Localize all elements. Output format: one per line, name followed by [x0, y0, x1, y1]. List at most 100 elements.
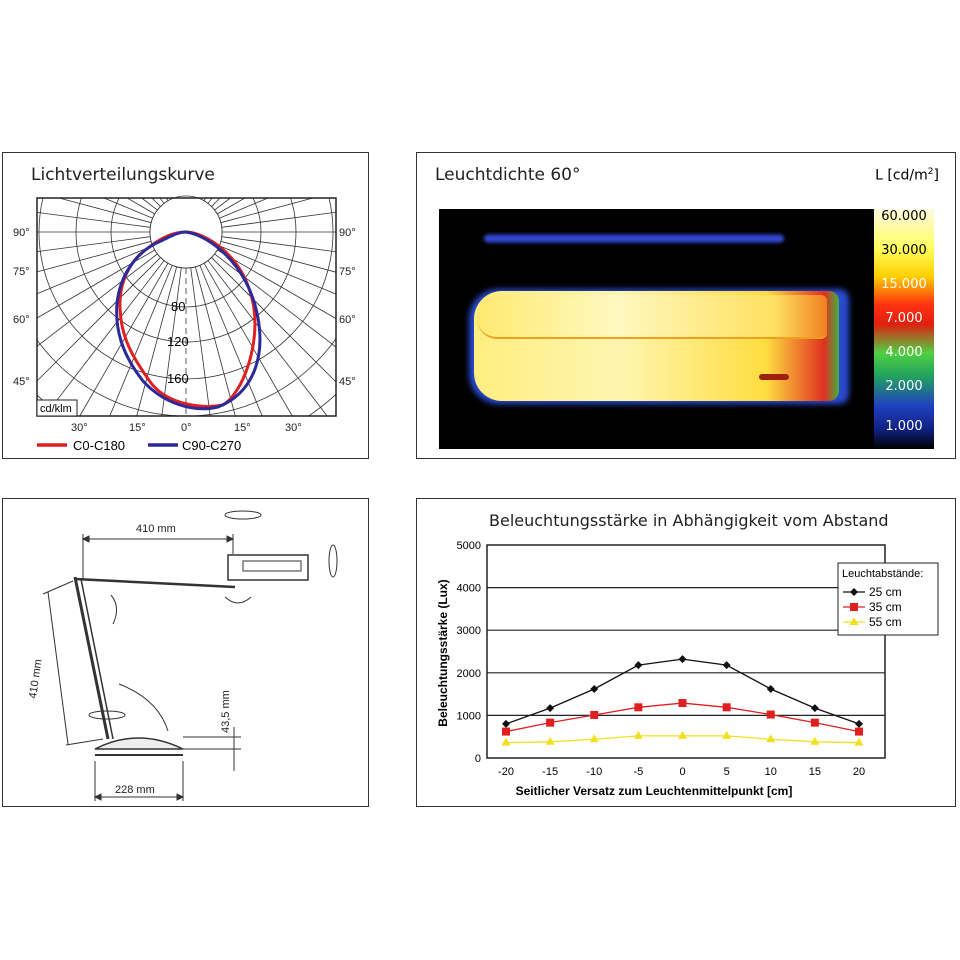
angle-right-75: 75°: [339, 266, 356, 278]
polar-spoke: [36, 236, 151, 253]
data-point: [766, 684, 775, 693]
polar-spoke: [216, 197, 246, 215]
legend-entry: 55 cm: [869, 615, 902, 629]
color-scale: 60.000 30.000 15.000 7.000 4.000 2.000 1…: [874, 209, 934, 449]
angle-bottom-30l: 30°: [71, 422, 88, 434]
polar-spoke: [219, 197, 269, 219]
scale-60000: 60.000: [881, 209, 927, 224]
x-tick-label: 10: [765, 766, 777, 778]
polar-spoke: [220, 240, 337, 273]
polar-spoke: [207, 197, 213, 204]
legend-marker: [850, 588, 858, 596]
data-point: [590, 684, 599, 693]
x-tick-label: 20: [853, 766, 865, 778]
data-point: [502, 727, 510, 736]
scale-2000: 2.000: [885, 379, 923, 394]
plot-area: [486, 544, 886, 759]
data-point: [722, 703, 731, 712]
angle-right-90: 90°: [339, 227, 356, 239]
luminance-title: Leuchtdichte 60°: [435, 165, 581, 185]
scale-7000: 7.000: [885, 311, 923, 326]
legend-title: Leuchtabstände:: [842, 568, 923, 580]
series-c90-c270: [115, 230, 262, 411]
legend-entry: 25 cm: [869, 585, 902, 599]
polar-spoke: [36, 240, 152, 273]
x-axis-label: Seitlicher Versatz zum Leuchtenmittelpun…: [516, 784, 793, 798]
polar-spoke: [36, 257, 161, 382]
polar-spoke: [211, 257, 337, 383]
polar-spoke: [207, 260, 328, 417]
data-point: [678, 699, 687, 708]
y-tick-label: 4000: [457, 583, 481, 595]
data-point: [545, 736, 555, 745]
polar-spoke: [136, 266, 178, 417]
y-tick-label: 3000: [457, 625, 481, 637]
polar-spoke: [203, 262, 293, 417]
polar-spoke: [214, 253, 337, 348]
data-point: [501, 737, 511, 746]
x-tick-label: 15: [809, 766, 821, 778]
lamp-drawing: 410 mm 410 mm 43,5 mm 228 mm: [27, 510, 338, 801]
polar-spoke: [194, 266, 236, 417]
scale-4000: 4.000: [885, 345, 923, 360]
x-tick-label: -20: [498, 766, 514, 778]
luminance-panel: Leuchtdichte 60° L [cd/m2] 60.000 30.000…: [416, 152, 956, 459]
x-tick-label: -15: [542, 766, 558, 778]
data-point: [766, 734, 776, 743]
data-point: [810, 718, 819, 727]
legend-entry: 35 cm: [869, 600, 902, 614]
polar-spoke: [126, 197, 156, 215]
polar-spoke: [59, 197, 152, 224]
dim-base-width: 228 mm: [115, 784, 155, 796]
illuminance-chart: Seitlicher Versatz zum Leuchtenmittelpun…: [436, 540, 939, 798]
unit-label: cd/klm: [40, 403, 72, 415]
polar-spoke: [103, 197, 153, 219]
data-point: [855, 719, 863, 728]
scale-30000: 30.000: [881, 243, 927, 258]
polar-spoke: [221, 211, 337, 228]
data-point: [590, 710, 599, 719]
polar-spoke: [220, 197, 313, 224]
data-point: [722, 730, 732, 739]
angle-left-45: 45°: [13, 376, 30, 388]
polar-spoke: [159, 197, 165, 204]
lamp-dimension-panel: 410 mm 410 mm 43,5 mm 228 mm: [2, 498, 369, 807]
y-tick-label: 0: [475, 753, 481, 765]
polar-spoke: [221, 236, 337, 253]
series-line-1: [505, 702, 860, 733]
series-line-0: [505, 658, 860, 725]
data-point: [546, 704, 555, 713]
illuminance-panel: Beleuchtungsstärke in Abhängigkeit vom A…: [416, 498, 956, 807]
polar-spoke: [190, 267, 211, 417]
polar-spoke: [151, 197, 161, 207]
polar-spoke: [36, 211, 151, 228]
luminance-unit: L [cd/m2]: [875, 167, 939, 184]
data-point: [546, 718, 555, 727]
polar-spoke: [219, 245, 337, 295]
y-tick-label: 1000: [457, 710, 481, 722]
data-point: [722, 661, 731, 670]
tick-80: 80: [171, 299, 185, 314]
data-point: [810, 736, 820, 745]
polar-chart-panel: Lichtverteilungskurve 80 120 160 90° 75°…: [2, 152, 369, 459]
polar-spoke: [79, 262, 169, 417]
data-point: [678, 655, 687, 664]
y-axis-label: Beleuchtungsstärke (Lux): [436, 579, 450, 726]
data-point: [502, 719, 510, 728]
polar-spoke: [199, 265, 263, 417]
polar-chart-title: Lichtverteilungskurve: [31, 165, 215, 185]
polar-spoke: [211, 197, 221, 207]
x-tick-label: 5: [724, 766, 730, 778]
legend-marker: [850, 603, 858, 611]
x-tick-label: -10: [586, 766, 602, 778]
data-point: [634, 703, 643, 712]
illuminance-title: Beleuchtungsstärke in Abhängigkeit vom A…: [489, 511, 889, 530]
y-tick-label: 2000: [457, 668, 481, 680]
legend-c0-c180: C0-C180: [73, 438, 125, 453]
x-tick-label: 0: [679, 766, 685, 778]
data-point: [855, 727, 863, 736]
data-point: [634, 661, 643, 670]
polar-spoke: [216, 249, 337, 319]
angle-bottom-0: 0°: [181, 422, 192, 434]
data-point: [810, 704, 819, 713]
